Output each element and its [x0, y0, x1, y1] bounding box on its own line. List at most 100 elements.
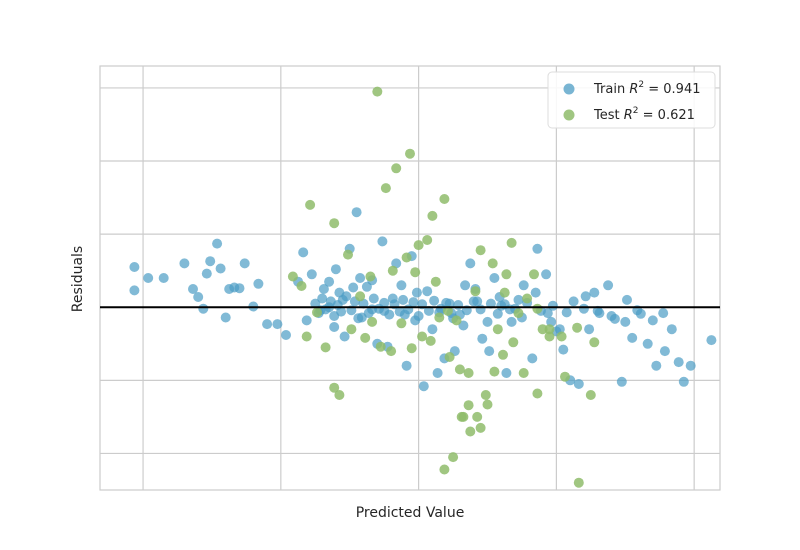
train-point — [215, 263, 226, 274]
train-point — [468, 296, 479, 307]
test-point — [405, 148, 415, 159]
legend-label-train: Train R2 = 0.941 — [593, 80, 700, 97]
train-point — [422, 286, 433, 297]
train-point — [518, 280, 529, 291]
train-point — [578, 303, 589, 314]
train-point — [429, 295, 440, 306]
train-point — [324, 276, 335, 287]
train-point — [651, 360, 662, 371]
test-point — [518, 368, 529, 378]
train-point — [580, 291, 591, 302]
train-point — [384, 309, 395, 320]
train-point — [706, 335, 717, 346]
train-point — [418, 381, 429, 392]
train-point — [272, 319, 283, 330]
train-point — [465, 258, 476, 269]
train-point — [212, 238, 223, 249]
train-point — [205, 256, 216, 267]
train-point — [129, 285, 140, 296]
train-point — [620, 316, 631, 327]
test-point — [346, 324, 357, 335]
test-point — [401, 252, 412, 263]
test-point — [572, 322, 583, 333]
train-point — [298, 247, 309, 258]
test-point — [560, 371, 570, 382]
train-point — [351, 207, 362, 218]
test-point — [406, 343, 417, 354]
train-point — [489, 273, 500, 283]
train-point — [330, 264, 341, 275]
data-points — [129, 86, 717, 488]
train-point — [348, 282, 359, 293]
test-point — [501, 269, 512, 280]
train-point — [193, 292, 204, 302]
test-point — [320, 342, 331, 353]
test-point — [343, 249, 353, 260]
test-point — [456, 411, 467, 422]
train-point — [179, 258, 190, 269]
train-point — [355, 273, 366, 283]
plot-area — [99, 65, 721, 491]
test-point — [360, 332, 371, 343]
test-point — [448, 452, 459, 463]
test-point — [301, 331, 312, 342]
train-point — [306, 269, 317, 280]
train-point — [317, 293, 328, 304]
train-point — [453, 300, 464, 310]
train-point — [484, 346, 495, 357]
train-point — [647, 315, 658, 326]
train-point — [310, 298, 321, 309]
train-point — [363, 308, 374, 319]
legend-marker-train — [563, 83, 575, 95]
train-point — [281, 330, 291, 340]
train-point — [396, 280, 407, 291]
train-point — [561, 307, 572, 318]
test-point — [375, 341, 386, 352]
test-point — [391, 163, 402, 174]
train-point — [301, 315, 312, 326]
train-point — [336, 306, 347, 317]
test-point — [544, 324, 555, 335]
test-point — [463, 368, 474, 378]
train-point — [475, 304, 486, 315]
test-point — [472, 411, 483, 422]
train-point — [253, 278, 264, 289]
train-point — [592, 305, 603, 316]
train-point — [603, 280, 614, 291]
train-point — [408, 297, 419, 308]
train-point — [413, 311, 424, 321]
train-point — [234, 283, 245, 294]
test-point — [422, 235, 433, 245]
train-point — [158, 273, 169, 283]
train-point — [506, 316, 517, 327]
test-point — [499, 287, 510, 298]
train-point — [198, 303, 209, 314]
test-point — [506, 237, 517, 248]
train-point — [568, 296, 579, 307]
test-point — [465, 426, 476, 437]
test-point — [556, 331, 567, 342]
train-point — [423, 305, 434, 316]
train-point — [482, 316, 493, 327]
test-point — [439, 464, 450, 475]
test-point — [417, 331, 428, 342]
legend-box — [547, 71, 716, 129]
train-point — [398, 294, 409, 305]
train-point — [341, 291, 352, 302]
test-point — [482, 399, 493, 410]
train-point — [530, 287, 541, 298]
train-point — [329, 322, 340, 332]
train-point — [532, 243, 543, 254]
train-point — [188, 284, 198, 294]
test-point — [329, 382, 340, 393]
train-point — [622, 294, 632, 305]
test-point — [329, 218, 340, 229]
train-point — [477, 333, 488, 344]
train-point — [411, 287, 422, 298]
train-point — [573, 379, 584, 389]
train-point — [220, 312, 231, 323]
train-point — [460, 280, 471, 291]
train-point — [541, 269, 552, 280]
test-point — [475, 422, 486, 433]
